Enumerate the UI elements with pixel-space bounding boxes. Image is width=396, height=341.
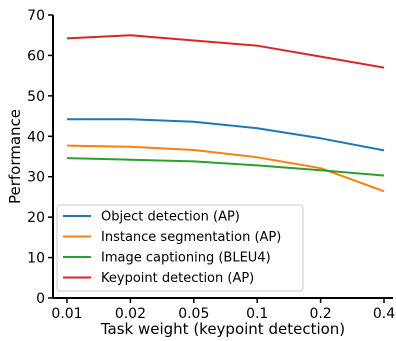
series-line-1 — [67, 118, 385, 152]
legend: Object detection (AP) Instance segmentati… — [56, 204, 304, 292]
y-ticks: 0 10 20 30 40 50 60 70 — [27, 8, 53, 307]
series-lines — [66, 34, 385, 193]
legend-label-4: Keypoint detection (AP) — [101, 271, 254, 286]
legend-label-1: Object detection (AP) — [101, 210, 240, 225]
x-axis-label: Task weight (keypoint detection) — [100, 320, 345, 338]
x-ticks: 0.01 0.02 0.05 0.1 0.2 0.4 — [51, 298, 395, 322]
y-tick-label: 60 — [27, 48, 45, 64]
y-tick-label: 50 — [27, 89, 45, 105]
y-axis-label: Performance — [6, 109, 24, 204]
x-tick-label: 0.01 — [51, 306, 82, 322]
x-tick-label: 0.2 — [309, 306, 331, 322]
x-tick-label: 0.02 — [115, 306, 146, 322]
y-tick-label: 20 — [27, 210, 45, 226]
series-line-4 — [66, 34, 385, 69]
series-line-3 — [66, 157, 385, 177]
series-line-2 — [66, 144, 385, 193]
x-tick-label: 0.05 — [178, 306, 209, 322]
x-tick-label: 0.1 — [246, 306, 268, 322]
y-tick-label: 0 — [36, 291, 45, 307]
x-tick-label: 0.4 — [373, 306, 395, 322]
legend-label-3: Image captioning (BLEU4) — [101, 251, 271, 266]
legend-label-2: Instance segmentation (AP) — [101, 230, 281, 245]
y-tick-label: 40 — [27, 129, 45, 145]
y-tick-label: 70 — [27, 8, 45, 24]
axes — [52, 15, 393, 299]
y-tick-label: 30 — [27, 170, 45, 186]
legend-box — [56, 204, 304, 292]
y-tick-label: 10 — [27, 251, 45, 267]
